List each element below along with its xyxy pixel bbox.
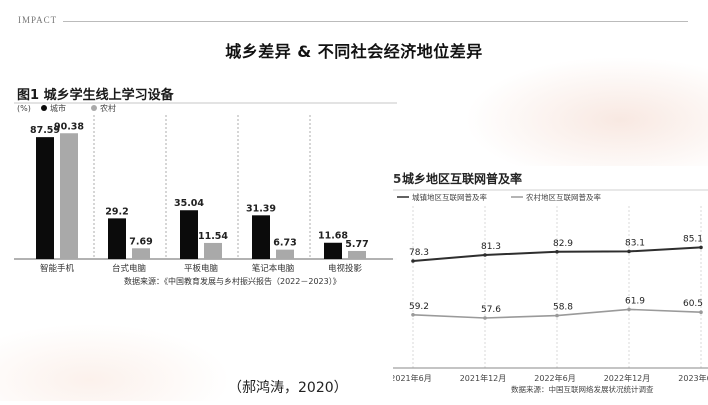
header-rule — [63, 21, 688, 22]
y-unit-label: (%) — [17, 104, 31, 113]
legend-label-0: 城市 — [50, 103, 66, 113]
figure-1-panel: 图1 城乡学生线上学习设备 (%) 城市 农村 87.59 90.38 智能手机 29.2 7.… — [14, 79, 397, 292]
point-0-3 — [627, 249, 631, 254]
point-0-2 — [555, 250, 559, 254]
slide-title: 城乡差异 & 不同社会经济地位差异 — [225, 42, 483, 61]
x-tick-label: 台式电脑 — [112, 263, 147, 274]
point-0-0 — [411, 259, 415, 263]
point-0-1 — [483, 253, 487, 257]
citation-text: （郝鸿涛，2020） — [228, 380, 348, 396]
legend-label-0: 城镇地区互联网普及率 — [412, 192, 487, 202]
data-label: 5.77 — [345, 239, 368, 250]
x-tick-label: 2022年12月 — [604, 373, 651, 383]
bar-0-1 — [108, 218, 126, 259]
bar-1-0 — [60, 133, 78, 259]
data-label: 85.1 — [683, 234, 703, 244]
legend-marker-0 — [41, 105, 47, 111]
point-0-4 — [699, 245, 703, 250]
x-tick-label: 电视投影 — [328, 263, 363, 274]
point-1-2 — [555, 313, 559, 318]
legend-marker-1 — [91, 105, 97, 111]
legend-label-1: 农村 — [100, 103, 116, 113]
data-label: 31.39 — [246, 203, 276, 214]
x-tick-label: 2021年12月 — [460, 373, 507, 383]
x-tick-label: 2022年6月 — [534, 373, 575, 383]
bar-1-3 — [276, 249, 294, 259]
data-label: 59.2 — [409, 302, 429, 312]
data-label: 35.04 — [174, 198, 204, 209]
data-label: 29.2 — [105, 206, 128, 217]
x-tick-label: 智能手机 — [40, 263, 75, 274]
bar-0-4 — [324, 242, 342, 259]
data-label: 60.5 — [683, 299, 703, 309]
x-tick-label: 笔记本电脑 — [252, 263, 295, 274]
chart-title-prefix: 5 — [393, 172, 401, 186]
bar-1-4 — [348, 250, 366, 259]
x-tick-label: 2021年6月 — [393, 373, 432, 383]
brand-logo: IMPACT — [18, 15, 58, 25]
chart-title: 城乡地区互联网普及率 — [402, 171, 522, 186]
bar-1-1 — [132, 248, 150, 259]
chart-title: 图1 城乡学生线上学习设备 — [17, 87, 175, 103]
bar-0-0 — [36, 137, 54, 259]
data-label: 90.38 — [54, 121, 84, 132]
data-label: 58.8 — [553, 303, 573, 313]
data-label: 11.68 — [318, 231, 348, 242]
bar-0-3 — [252, 215, 270, 259]
x-tick-label: 2023年6月 — [678, 373, 708, 383]
point-1-1 — [483, 316, 487, 320]
point-1-4 — [699, 310, 703, 314]
point-1-3 — [627, 307, 631, 312]
legend-label-1: 农村地区互联网普及率 — [526, 192, 601, 202]
data-label: 7.69 — [129, 236, 152, 247]
data-label: 87.59 — [30, 125, 60, 136]
data-label: 11.54 — [198, 231, 228, 242]
source-note: 数据来源：中国互联网络发展状况统计调查 — [511, 384, 654, 394]
bar-1-2 — [204, 242, 222, 259]
data-label: 81.3 — [481, 242, 501, 252]
data-label: 83.1 — [625, 238, 645, 248]
x-tick-label: 平板电脑 — [184, 263, 219, 274]
figure-2-panel: 5 城乡地区互联网普及率城镇地区互联网普及率 农村地区互联网普及率 78.3 81.3 8… — [390, 166, 708, 401]
bar-0-2 — [180, 210, 198, 259]
data-label: 78.3 — [409, 248, 429, 258]
data-label: 57.6 — [481, 305, 501, 315]
data-label: 82.9 — [553, 239, 573, 249]
data-label: 6.73 — [273, 238, 296, 249]
point-1-0 — [411, 313, 415, 317]
data-label: 61.9 — [625, 296, 645, 306]
source-note: 数据来源：《中国教育发展与乡村振兴报告（2022－2023）》 — [124, 276, 341, 286]
